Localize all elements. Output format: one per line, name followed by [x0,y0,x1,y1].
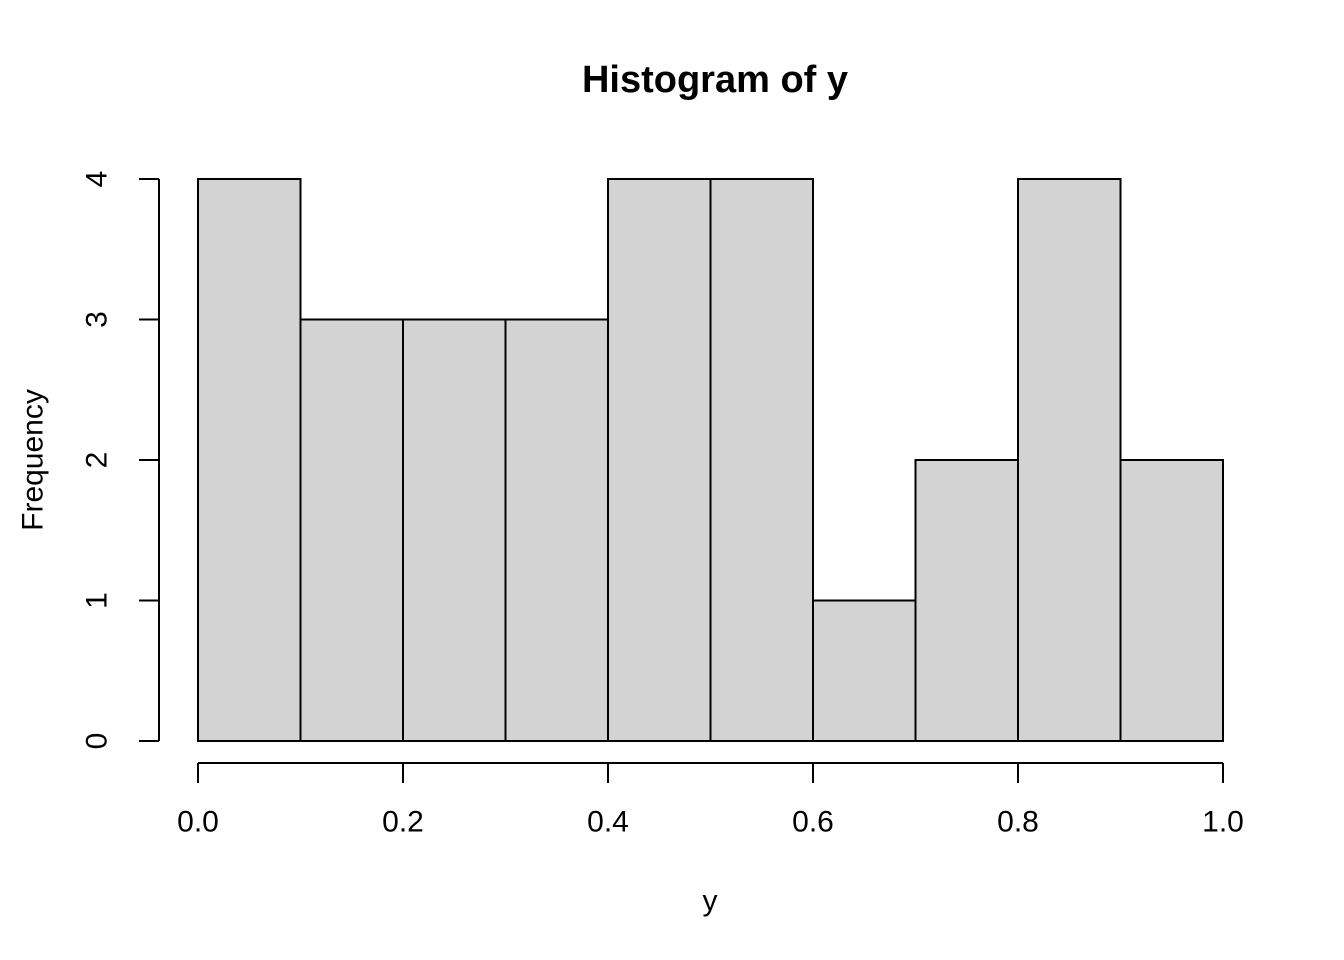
x-tick-label: 0.0 [177,806,219,839]
y-axis: 0 1 2 3 4 [81,171,160,750]
x-tick-label: 0.4 [587,806,629,839]
y-axis-label: Frequency [17,389,50,531]
histogram-bar [914,459,1019,742]
x-axis: 0.0 0.2 0.4 0.6 0.8 1.0 [177,762,1244,839]
histogram-bar [197,178,302,742]
histogram-bar [402,318,507,742]
chart-title: Histogram of y [582,59,848,101]
x-tick-label: 0.2 [382,806,424,839]
y-tick-label: 4 [81,171,114,188]
y-tick-label: 1 [81,592,114,609]
histogram-bar [299,318,404,742]
y-tick-label: 3 [81,311,114,328]
histogram-bar [1017,178,1122,742]
x-tick-label: 0.8 [997,806,1039,839]
histogram-bar [607,178,712,742]
y-tick-label: 2 [81,452,114,469]
histogram-bar [1119,459,1224,742]
histogram-bar [709,178,814,742]
x-tick-label: 1.0 [1202,806,1244,839]
x-tick-label: 0.6 [792,806,834,839]
bars-group [197,178,1224,742]
histogram-bar [504,318,609,742]
histogram-bar [812,599,917,742]
x-axis-label: y [703,885,718,918]
y-tick-label: 0 [81,733,114,750]
